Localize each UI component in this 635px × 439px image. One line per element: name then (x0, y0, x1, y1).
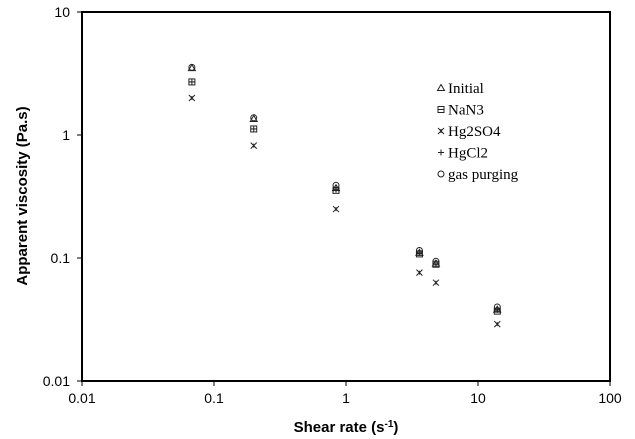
data-point-circle (188, 63, 196, 71)
legend-label: gas purging (448, 167, 519, 183)
legend-label: HgCl2 (448, 146, 488, 162)
x-axis-title-sup: -1 (384, 419, 393, 430)
data-point-circle (250, 114, 258, 122)
x-tick-label: 0.1 (204, 390, 224, 406)
x-tick-label: 100 (598, 390, 622, 406)
data-point-triangle (249, 114, 259, 122)
data-point-plus (333, 186, 340, 193)
legend-marker-square-icon (437, 106, 445, 113)
legend-label: Hg2SO4 (448, 124, 501, 140)
data-point-x-star (250, 142, 258, 149)
data-markers (187, 63, 502, 328)
data-point-x-star (332, 205, 340, 213)
data-point-x-star (432, 279, 440, 287)
x-tick-label: 1 (342, 390, 350, 406)
y-tick-label: 10 (54, 4, 70, 20)
legend: Initial NaN3 Hg2SO4 HgCl2 gas purging (436, 81, 519, 183)
legend-label: NaN3 (448, 103, 484, 119)
legend-marker-circle-icon (437, 170, 445, 178)
data-point-x-star (493, 320, 501, 328)
data-point-circle (493, 303, 501, 311)
data-point-circle (432, 257, 440, 265)
x-tick-label: 0.01 (68, 390, 95, 406)
y-tick-label: 0.01 (43, 373, 70, 389)
data-point-x-star (416, 269, 423, 277)
x-axis-title: Shear rate (s-1) (294, 419, 399, 436)
x-axis-title-end: ) (393, 419, 398, 436)
legend-marker-triangle-icon (436, 83, 446, 91)
data-point-plus (250, 125, 257, 132)
data-point-circle (332, 181, 340, 189)
x-axis-title-main: Shear rate (s (294, 419, 385, 436)
axis-ticks: 0.01 0.1 1 10 100 0.01 0.1 1 10 (43, 4, 622, 406)
x-tick-label: 10 (470, 390, 486, 406)
legend-label: Initial (448, 81, 484, 97)
legend-marker-plus-icon (438, 149, 444, 156)
y-tick-label: 1 (62, 127, 70, 143)
data-point-x-star (188, 94, 196, 102)
plot-area (81, 11, 611, 382)
legend-marker-x-star-icon (437, 127, 445, 135)
data-point-circle (415, 247, 423, 255)
y-tick-label: 0.1 (51, 250, 71, 266)
data-point-plus (188, 78, 195, 85)
y-axis-title: Apparent viscosity (Pa.s) (14, 106, 31, 285)
